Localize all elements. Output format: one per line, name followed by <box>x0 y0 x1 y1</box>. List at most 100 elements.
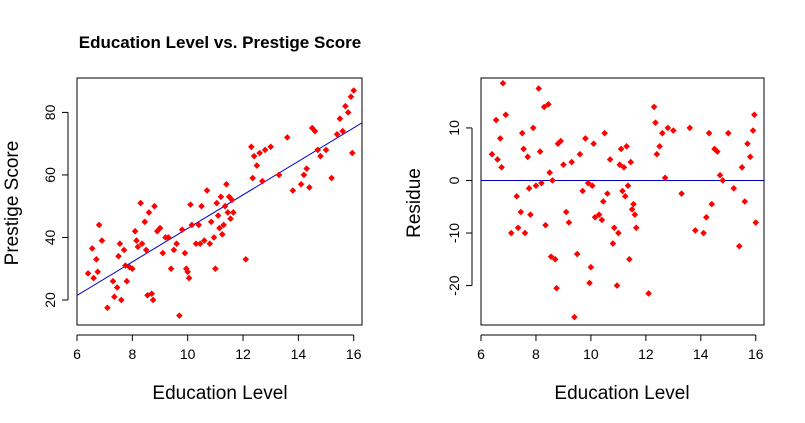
data-point <box>303 165 310 172</box>
data-point <box>525 185 533 192</box>
x-tick-label: 6 <box>477 346 485 362</box>
data-point <box>200 237 208 244</box>
data-point <box>601 129 608 137</box>
data-point <box>619 187 626 195</box>
data-point <box>738 164 746 171</box>
data-point <box>306 184 313 191</box>
data-point <box>724 129 732 137</box>
data-point <box>165 234 172 241</box>
data-point <box>520 145 527 153</box>
data-point <box>198 202 205 210</box>
data-point <box>300 171 308 179</box>
data-point <box>492 116 500 124</box>
data-point <box>88 245 96 252</box>
data-point <box>547 253 555 260</box>
data-point <box>609 240 617 247</box>
x-tick-label: 6 <box>73 346 81 362</box>
data-point <box>538 179 545 187</box>
data-point <box>314 146 322 154</box>
data-point <box>216 224 223 232</box>
data-point <box>551 256 559 263</box>
data-point <box>502 111 510 119</box>
plot-frame <box>480 77 765 326</box>
data-point <box>627 158 635 166</box>
data-point <box>259 177 266 185</box>
data-point <box>84 270 92 277</box>
data-point <box>598 216 606 224</box>
x-tick-label: 14 <box>291 346 307 362</box>
data-point <box>584 179 592 187</box>
x-tick-label: 8 <box>532 346 540 362</box>
data-point <box>653 150 661 158</box>
data-point <box>507 229 515 237</box>
data-point <box>628 206 636 213</box>
data-point <box>652 119 659 126</box>
data-point <box>751 111 758 119</box>
data-point <box>134 243 142 251</box>
data-point <box>184 268 191 276</box>
data-point <box>317 152 324 160</box>
y-tick-label: 0 <box>446 176 462 184</box>
data-point <box>339 127 346 135</box>
data-point <box>645 290 652 297</box>
data-point <box>540 103 548 111</box>
data-point <box>752 219 760 226</box>
data-point <box>178 226 186 233</box>
data-point <box>746 153 754 161</box>
data-point <box>749 127 757 134</box>
y-tick-label: 60 <box>42 167 58 183</box>
data-point <box>588 182 596 190</box>
data-point <box>185 274 193 282</box>
x-tick-label: 12 <box>235 346 251 362</box>
data-point <box>498 164 505 171</box>
data-point <box>142 246 150 254</box>
data-point <box>686 124 694 132</box>
data-point <box>221 202 229 210</box>
data-point <box>133 237 140 244</box>
data-point <box>586 279 593 287</box>
data-point <box>553 284 560 292</box>
data-point <box>214 212 222 219</box>
data-point <box>206 240 214 248</box>
data-point <box>599 198 607 205</box>
data-point <box>137 199 144 207</box>
data-point <box>730 185 738 192</box>
data-point <box>595 211 603 218</box>
data-point <box>192 240 200 248</box>
y-tick-label: 10 <box>446 120 462 136</box>
data-point <box>210 234 218 241</box>
data-point <box>207 218 215 226</box>
x-tick-label: 14 <box>693 346 709 362</box>
data-point <box>151 202 158 210</box>
data-point <box>568 158 575 166</box>
data-point <box>705 129 713 137</box>
data-point <box>703 213 710 221</box>
data-point <box>488 150 496 158</box>
data-point <box>632 224 640 232</box>
data-point <box>615 229 622 237</box>
data-point <box>228 196 236 204</box>
data-point <box>117 296 125 304</box>
data-point <box>224 209 232 216</box>
data-point <box>148 290 156 298</box>
data-point <box>656 143 663 150</box>
data-point <box>513 192 521 200</box>
data-point <box>322 146 330 154</box>
data-point <box>661 174 669 182</box>
data-point <box>535 85 542 92</box>
y-tick-label: -10 <box>446 223 462 243</box>
data-point <box>248 143 255 151</box>
data-point <box>626 256 633 263</box>
data-point <box>170 246 178 254</box>
data-point <box>613 282 621 289</box>
data-point <box>546 169 553 176</box>
data-point <box>289 187 297 194</box>
data-point <box>573 250 581 258</box>
data-point <box>249 174 257 182</box>
data-point <box>225 193 233 201</box>
x-tick-label: 10 <box>180 346 196 362</box>
data-point <box>90 274 97 282</box>
data-point <box>617 145 625 153</box>
data-point <box>518 129 526 137</box>
